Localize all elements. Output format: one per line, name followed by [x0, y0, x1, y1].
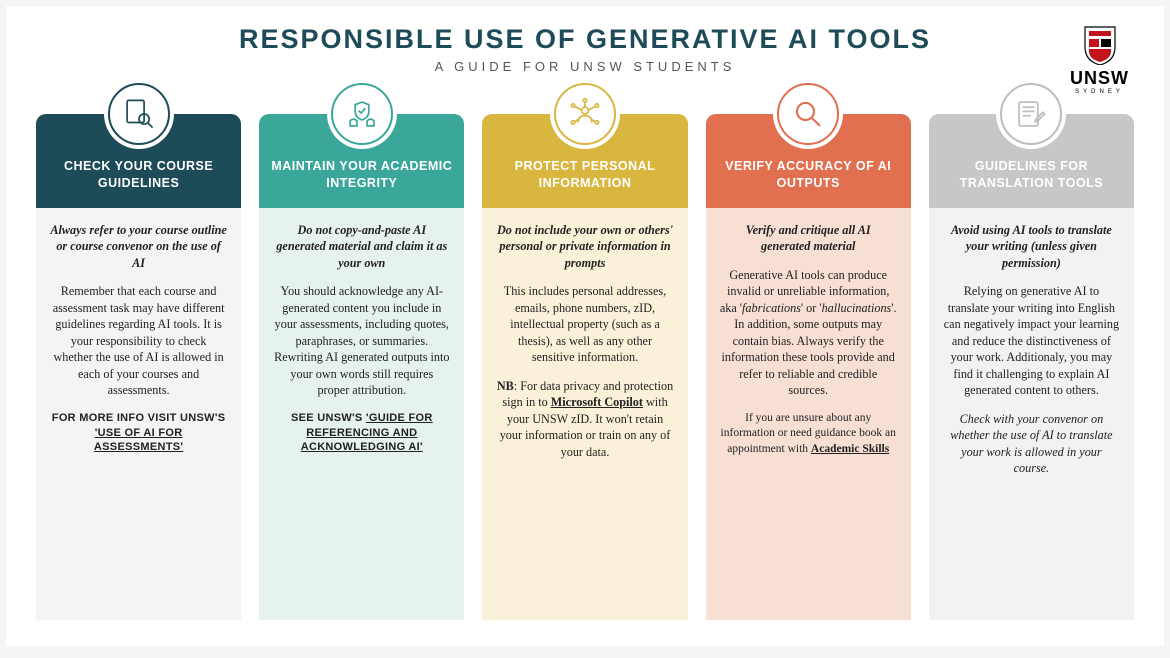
column-paragraph: Relying on generative AI to translate yo… [943, 283, 1120, 398]
page-subtitle: A GUIDE FOR UNSW STUDENTS [36, 59, 1134, 74]
column-course-guidelines: CHECK YOUR COURSE GUIDELINES Always refe… [36, 114, 241, 620]
column-body: Always refer to your course outline or c… [36, 208, 241, 620]
column-body: Do not copy-and-paste AI generated mater… [259, 208, 464, 620]
magnify-icon [777, 83, 839, 145]
use-of-ai-link[interactable]: 'USE OF AI FOR ASSESSMENTS' [94, 427, 183, 454]
column-paragraph: This includes personal addresses, emails… [496, 283, 673, 365]
column-footer: FOR MORE INFO VISIT UNSW'S 'USE OF AI FO… [50, 411, 227, 456]
logo-text: UNSW [1070, 68, 1129, 89]
document-pencil-icon [1000, 83, 1062, 145]
hands-shield-icon [331, 83, 393, 145]
page: RESPONSIBLE USE OF GENERATIVE AI TOOLS A… [6, 6, 1164, 646]
column-lead: Always refer to your course outline or c… [50, 222, 227, 271]
column-translation-tools: GUIDELINES FOR TRANSLATION TOOLS Avoid u… [929, 114, 1134, 620]
column-paragraph: You should acknowledge any AI-generated … [273, 283, 450, 398]
column-academic-integrity: MAINTAIN YOUR ACADEMIC INTEGRITY Do not … [259, 114, 464, 620]
person-network-icon [554, 83, 616, 145]
column-body: Do not include your own or others' perso… [482, 208, 687, 620]
column-protect-personal: PROTECT PERSONAL INFORMATION Do not incl… [482, 114, 687, 620]
document-search-icon [108, 83, 170, 145]
note-text: : For data privacy and protection sign i… [500, 379, 673, 459]
column-body: Avoid using AI tools to translate your w… [929, 208, 1134, 620]
column-lead: Do not copy-and-paste AI generated mater… [273, 222, 450, 271]
unsw-logo: UNSW SYDNEY [1070, 24, 1129, 95]
logo-subtext: SYDNEY [1070, 89, 1129, 95]
page-title: RESPONSIBLE USE OF GENERATIVE AI TOOLS [36, 24, 1134, 55]
column-body: Verify and critique all AI generated mat… [706, 208, 911, 620]
columns-row: CHECK YOUR COURSE GUIDELINES Always refe… [36, 114, 1134, 620]
academic-skills-link[interactable]: Academic Skills [811, 443, 889, 455]
icon-wrap [104, 79, 174, 149]
header: RESPONSIBLE USE OF GENERATIVE AI TOOLS A… [36, 24, 1134, 74]
icon-wrap [550, 79, 620, 149]
column-note: NB: For data privacy and protection sign… [496, 378, 673, 460]
column-lead: Avoid using AI tools to translate your w… [943, 222, 1120, 271]
column-footer: SEE UNSW'S 'GUIDE FOR REFERENCING AND AC… [273, 411, 450, 456]
column-verify-accuracy: VERIFY ACCURACY OF AI OUTPUTS Verify and… [706, 114, 911, 620]
column-subtext: If you are unsure about any information … [720, 411, 897, 458]
icon-wrap [327, 79, 397, 149]
crest-icon [1079, 24, 1121, 66]
column-lead: Do not include your own or others' perso… [496, 222, 673, 271]
column-tail: Check with your convenor on whether the … [943, 411, 1120, 477]
copilot-link[interactable]: Microsoft Copilot [551, 395, 643, 409]
column-paragraph: Generative AI tools can produce invalid … [720, 267, 897, 399]
icon-wrap [996, 79, 1066, 149]
column-paragraph: Remember that each course and assessment… [50, 283, 227, 398]
column-lead: Verify and critique all AI generated mat… [720, 222, 897, 255]
icon-wrap [773, 79, 843, 149]
